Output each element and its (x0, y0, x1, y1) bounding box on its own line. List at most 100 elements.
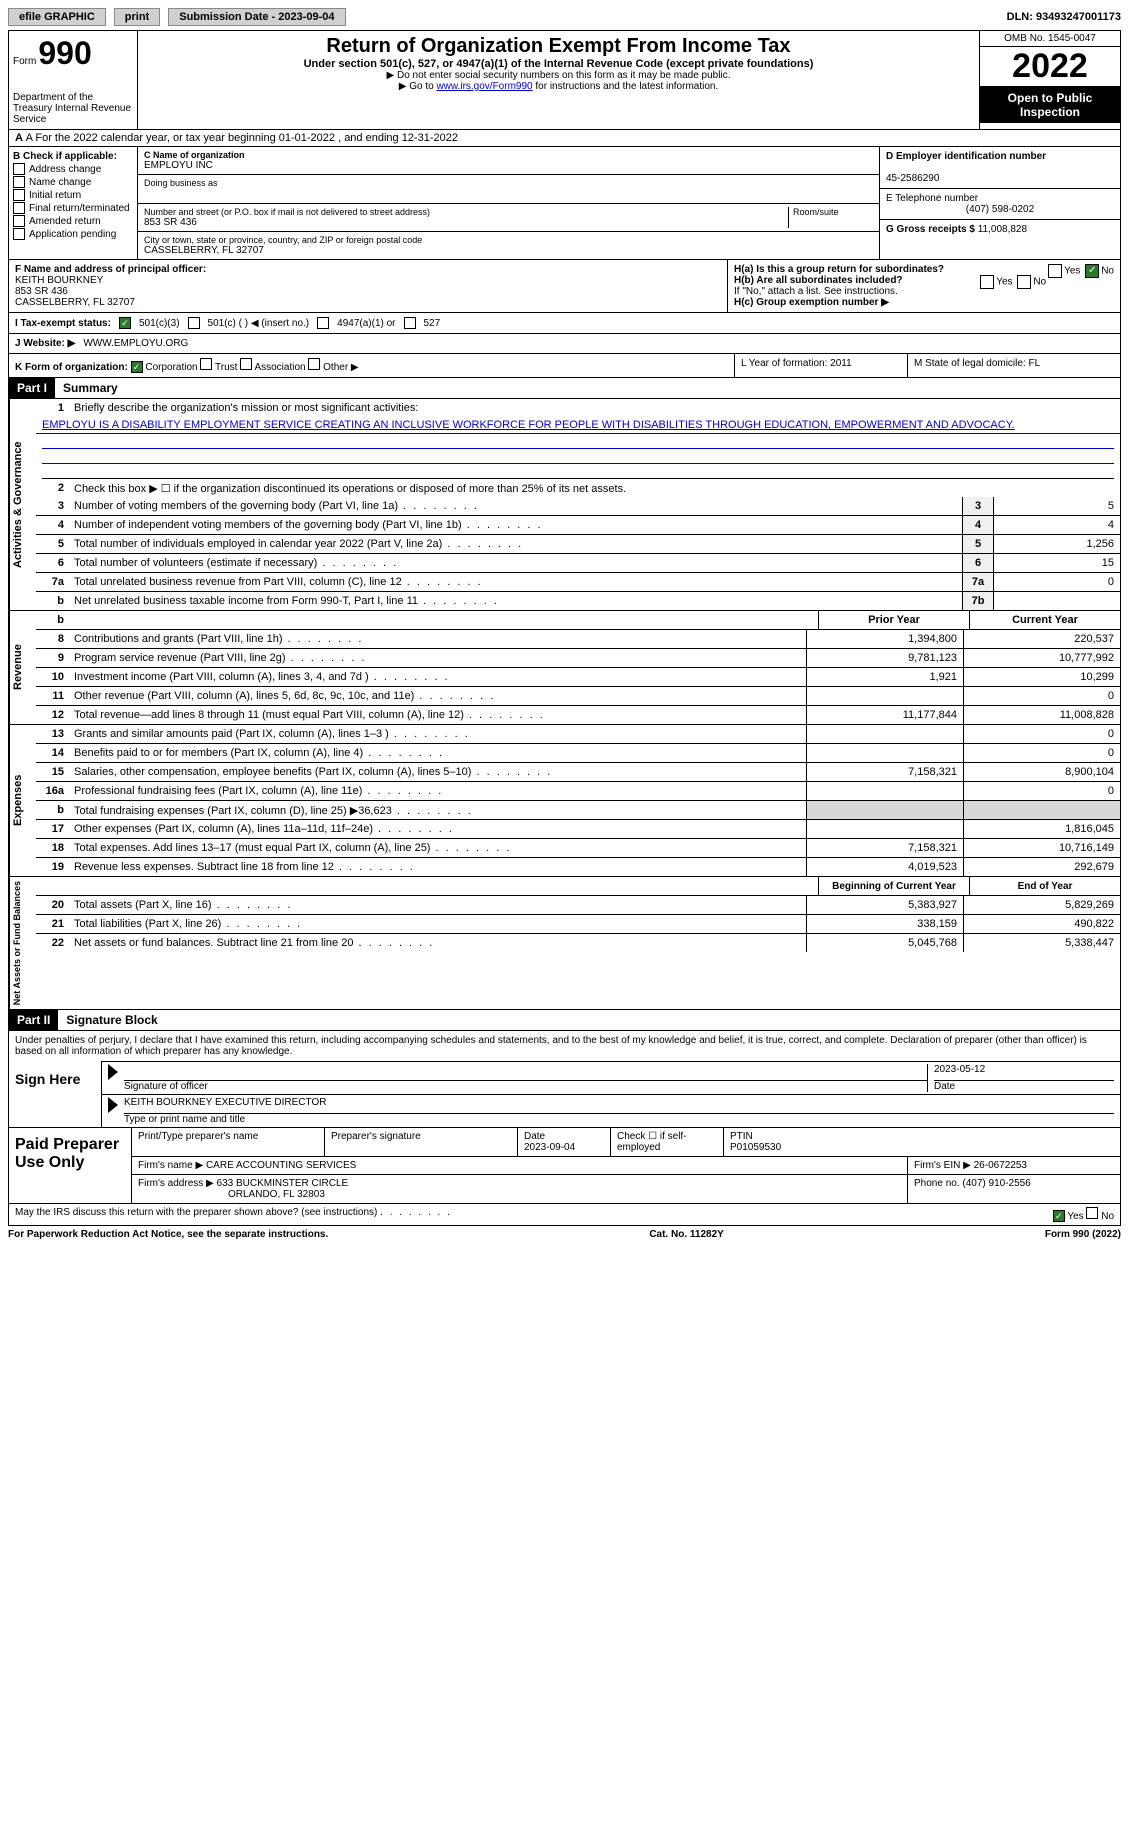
firm-ein-label: Firm's EIN ▶ (914, 1160, 971, 1171)
tab-activities: Activities & Governance (9, 399, 36, 610)
discuss-no[interactable] (1086, 1207, 1098, 1219)
part1-title: Summary (55, 378, 126, 398)
city-label: City or town, state or province, country… (144, 235, 873, 245)
tel-label: E Telephone number (886, 193, 978, 204)
officer-label: F Name and address of principal officer: (15, 264, 206, 275)
line1-label: Briefly describe the organization's miss… (70, 400, 1120, 416)
chk-trust[interactable] (200, 358, 212, 370)
lbl-name: Name change (29, 177, 91, 188)
gross-value: 11,008,828 (978, 224, 1027, 235)
hb-note: If "No," attach a list. See instructions… (734, 286, 1114, 297)
print-button[interactable]: print (114, 8, 160, 26)
hc-label: H(c) Group exemption number ▶ (734, 297, 889, 308)
chk-501c[interactable] (188, 317, 200, 329)
chk-other[interactable] (308, 358, 320, 370)
sign-here-label: Sign Here (9, 1061, 102, 1127)
signature-declaration: Under penalties of perjury, I declare th… (9, 1031, 1120, 1061)
officer-addr1: 853 SR 436 (15, 286, 68, 297)
opt-501c: 501(c) ( ) ◀ (insert no.) (208, 318, 310, 329)
paperwork-notice: For Paperwork Reduction Act Notice, see … (8, 1229, 328, 1240)
form-subtitle: Under section 501(c), 527, or 4947(a)(1)… (142, 58, 975, 70)
name-label: C Name of organization (144, 150, 245, 160)
form-footer: Form 990 (2022) (1045, 1229, 1121, 1240)
omb-number: OMB No. 1545-0047 (980, 31, 1120, 47)
hb-yes[interactable] (980, 275, 994, 289)
note2-post: for instructions and the latest informat… (533, 81, 719, 92)
firm-addr1: 633 BUCKMINSTER CIRCLE (217, 1178, 349, 1189)
prep-sig-label: Preparer's signature (325, 1128, 518, 1156)
chk-4947[interactable] (317, 317, 329, 329)
ptin-value: P01059530 (730, 1142, 781, 1153)
submission-date: Submission Date - 2023-09-04 (168, 8, 345, 26)
state-domicile: M State of legal domicile: FL (908, 354, 1120, 377)
tab-revenue: Revenue (9, 611, 36, 724)
chk-501c3[interactable]: ✓ (119, 317, 131, 329)
city-value: CASSELBERRY, FL 32707 (144, 245, 873, 256)
tel-value: (407) 598-0202 (886, 204, 1114, 215)
check-self-employed: Check ☐ if self-employed (611, 1128, 724, 1156)
chk-assoc[interactable] (240, 358, 252, 370)
gross-label: G Gross receipts $ (886, 224, 975, 235)
ein-value: 45-2586290 (886, 173, 939, 184)
hdr-endyear: End of Year (969, 877, 1120, 895)
mission-text: EMPLOYU IS A DISABILITY EMPLOYMENT SERVI… (36, 417, 1120, 434)
cat-number: Cat. No. 11282Y (649, 1229, 723, 1240)
arrow-icon (108, 1064, 118, 1080)
chk-amended[interactable] (13, 215, 25, 227)
street-address: 853 SR 436 (144, 217, 784, 228)
lbl-pending: Application pending (29, 229, 116, 240)
chk-address[interactable] (13, 163, 25, 175)
addr-label: Number and street (or P.O. box if mail i… (144, 207, 784, 217)
opt-corp: Corporation (145, 362, 197, 373)
chk-corp[interactable]: ✓ (131, 361, 143, 373)
part1-num: Part I (9, 378, 55, 398)
chk-527[interactable] (404, 317, 416, 329)
hdr-prior: Prior Year (818, 611, 969, 629)
chk-pending[interactable] (13, 228, 25, 240)
year-formation: L Year of formation: 2011 (735, 354, 908, 377)
ha-label: H(a) Is this a group return for subordin… (734, 264, 944, 275)
form-note1: ▶ Do not enter social security numbers o… (142, 70, 975, 81)
open-to-public: Open to Public Inspection (980, 87, 1120, 123)
hdr-current: Current Year (969, 611, 1120, 629)
hdr-beginning: Beginning of Current Year (818, 877, 969, 895)
irs-link[interactable]: www.irs.gov/Form990 (436, 81, 532, 92)
may-irs-text: May the IRS discuss this return with the… (15, 1207, 377, 1218)
prep-name-label: Print/Type preparer's name (132, 1128, 325, 1156)
ha-yes[interactable] (1048, 264, 1062, 278)
chk-name[interactable] (13, 176, 25, 188)
tab-netassets: Net Assets or Fund Balances (9, 877, 36, 1009)
dept-label: Department of the Treasury Internal Reve… (13, 92, 133, 125)
dba-label: Doing business as (144, 178, 873, 188)
date-label: Date (934, 1081, 955, 1092)
lbl-final: Final return/terminated (29, 203, 130, 214)
opt-501c3: 501(c)(3) (139, 318, 180, 329)
room-label: Room/suite (793, 207, 873, 217)
officer-printed-name: KEITH BOURKNEY EXECUTIVE DIRECTOR (124, 1097, 1114, 1114)
form-number: 990 (38, 35, 91, 72)
lbl-address: Address change (29, 164, 101, 175)
officer-name: KEITH BOURKNEY (15, 275, 103, 286)
tax-year: 2022 (980, 47, 1120, 87)
org-name: EMPLOYU INC (144, 160, 873, 171)
chk-final[interactable] (13, 202, 25, 214)
officer-addr2: CASSELBERRY, FL 32707 (15, 297, 135, 308)
sig-date: 2023-05-12 (934, 1064, 1114, 1081)
ptin-label: PTIN (730, 1131, 753, 1142)
form-word: Form (13, 56, 36, 67)
hb-no[interactable] (1017, 275, 1031, 289)
arrow-icon (108, 1097, 118, 1113)
chk-initial[interactable] (13, 189, 25, 201)
row-k-label: K Form of organization: (15, 362, 128, 373)
firm-addr-label: Firm's address ▶ (138, 1178, 214, 1189)
ha-no[interactable]: ✓ (1085, 264, 1099, 278)
lbl-initial: Initial return (29, 190, 81, 201)
firm-addr2: ORLANDO, FL 32803 (228, 1189, 325, 1200)
phone-value: (407) 910-2556 (962, 1178, 1030, 1189)
discuss-yes[interactable]: ✓ (1053, 1210, 1065, 1222)
lbl-amended: Amended return (29, 216, 101, 227)
prep-date: 2023-09-04 (524, 1142, 575, 1153)
row-i-label: I Tax-exempt status: (15, 318, 111, 329)
opt-other: Other ▶ (323, 362, 358, 373)
line2-text: Check this box ▶ ☐ if the organization d… (70, 480, 1120, 497)
